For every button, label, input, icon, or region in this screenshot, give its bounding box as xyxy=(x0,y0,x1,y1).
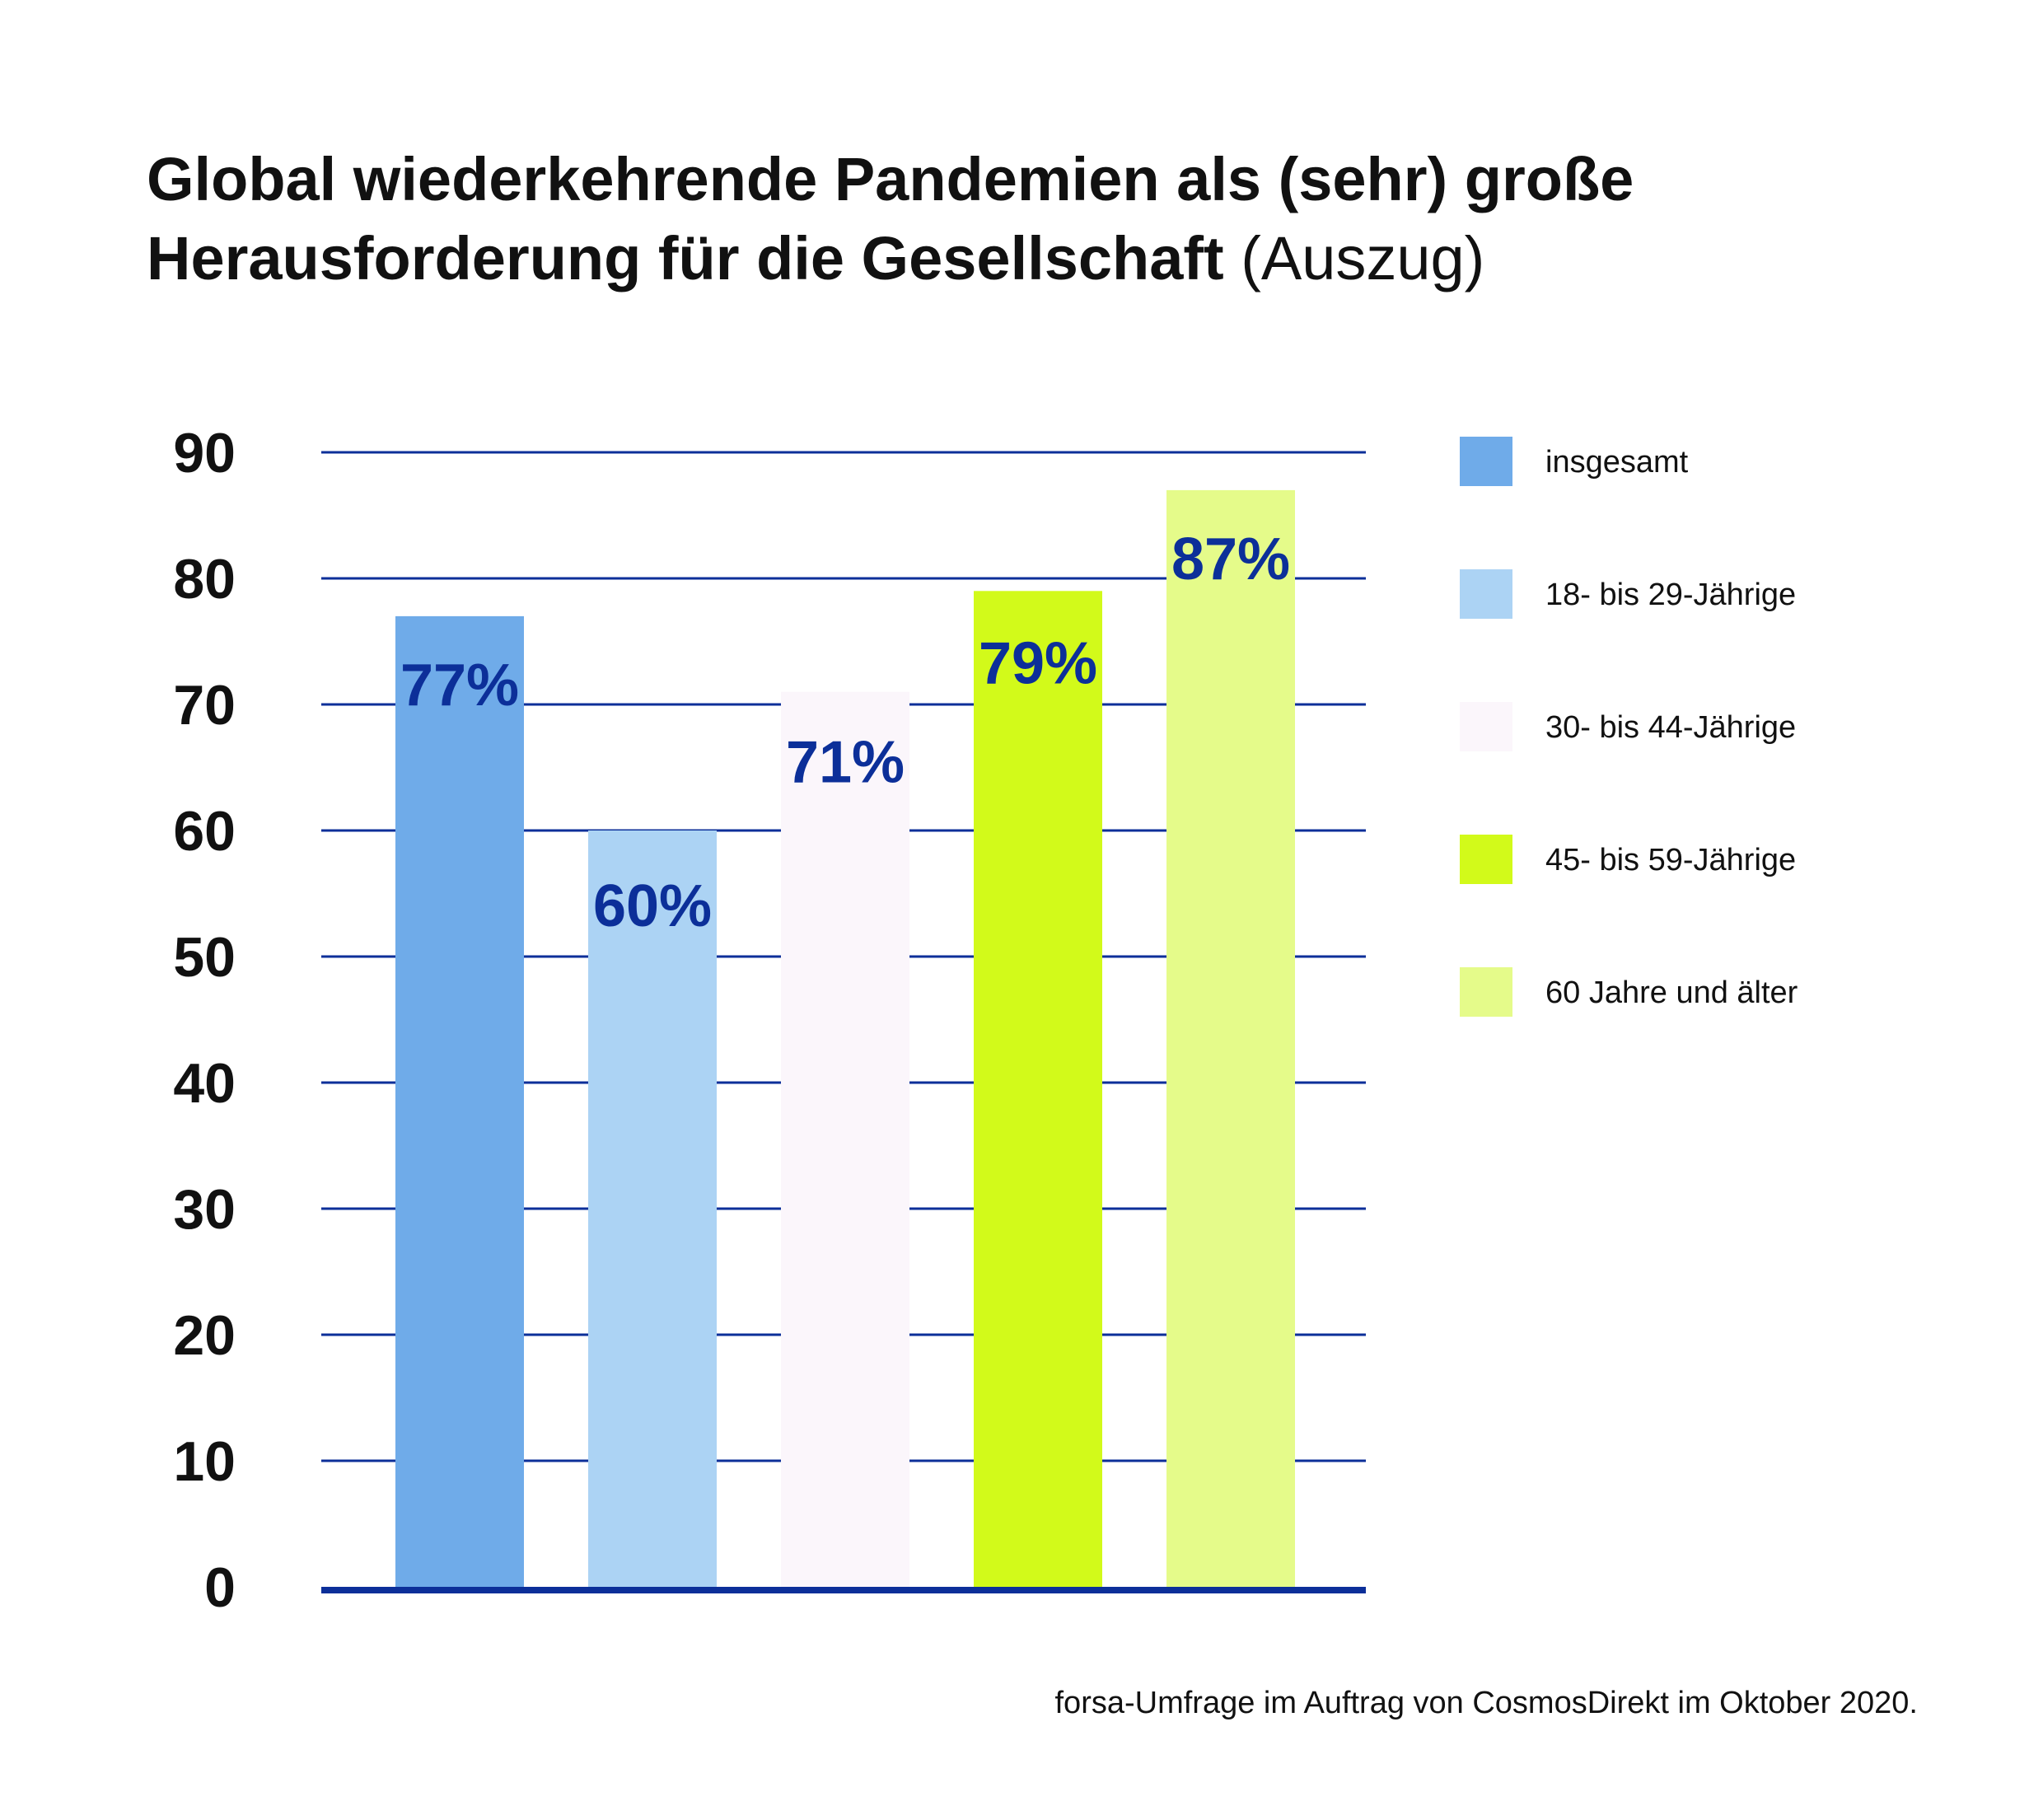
y-tick-label: 10 xyxy=(173,1430,236,1493)
title-line-2: Herausforderung für die Gesellschaft (Au… xyxy=(147,219,1877,298)
source-note: forsa-Umfrage im Auftrag von CosmosDirek… xyxy=(1054,1686,1919,1720)
legend-label: insgesamt xyxy=(1545,445,1689,480)
legend-label: 30- bis 44-Jährige xyxy=(1545,710,1797,745)
bar-labels: 77% 60% 71% 79% 87% xyxy=(400,526,1290,939)
y-tick-label: 30 xyxy=(173,1178,236,1241)
title-line-1: Global wiederkehrende Pandemien als (seh… xyxy=(147,145,1634,213)
title-line-2-suffix: (Auszug) xyxy=(1241,224,1485,292)
legend-item: 18- bis 29-Jährige xyxy=(1460,569,1954,622)
legend-item: 45- bis 59-Jährige xyxy=(1460,835,1954,887)
y-tick-label: 50 xyxy=(173,926,236,989)
bar-label-2: 60% xyxy=(593,873,712,939)
bar-label-5: 87% xyxy=(1171,526,1290,592)
bar-label-4: 79% xyxy=(979,630,1097,696)
y-tick-label: 80 xyxy=(173,548,236,611)
y-tick-label: 60 xyxy=(173,800,236,863)
legend-item: 60 Jahre und älter xyxy=(1460,967,1954,1020)
bar-1 xyxy=(395,615,524,1587)
bar-4 xyxy=(974,591,1102,1587)
bar-5 xyxy=(1166,489,1295,1587)
chart-title: Global wiederkehrende Pandemien als (seh… xyxy=(147,140,1877,298)
bar-label-3: 71% xyxy=(786,730,905,796)
legend-swatch xyxy=(1460,569,1512,619)
legend-label: 45- bis 59-Jährige xyxy=(1545,843,1797,877)
legend-label: 60 Jahre und älter xyxy=(1545,976,1798,1010)
legend-item: 30- bis 44-Jährige xyxy=(1460,702,1954,755)
y-axis-ticks: 0 10 20 30 40 50 60 70 80 90 xyxy=(173,422,236,1619)
y-tick-label: 70 xyxy=(173,674,236,737)
bar-label-1: 77% xyxy=(400,653,519,718)
y-tick-label: 40 xyxy=(173,1052,236,1115)
bar-2 xyxy=(588,830,717,1587)
bar-3 xyxy=(781,691,909,1588)
y-tick-label: 20 xyxy=(173,1304,236,1367)
bars xyxy=(395,489,1295,1588)
legend-label: 18- bis 29-Jährige xyxy=(1545,578,1797,612)
y-tick-label: 90 xyxy=(173,422,236,484)
title-line-2-bold: Herausforderung für die Gesellschaft xyxy=(147,224,1224,292)
legend-swatch xyxy=(1460,835,1512,884)
legend-item: insgesamt xyxy=(1460,437,1954,489)
y-tick-label: 0 xyxy=(204,1556,236,1619)
legend-swatch xyxy=(1460,702,1512,751)
legend-swatch xyxy=(1460,437,1512,486)
legend-swatch xyxy=(1460,967,1512,1017)
